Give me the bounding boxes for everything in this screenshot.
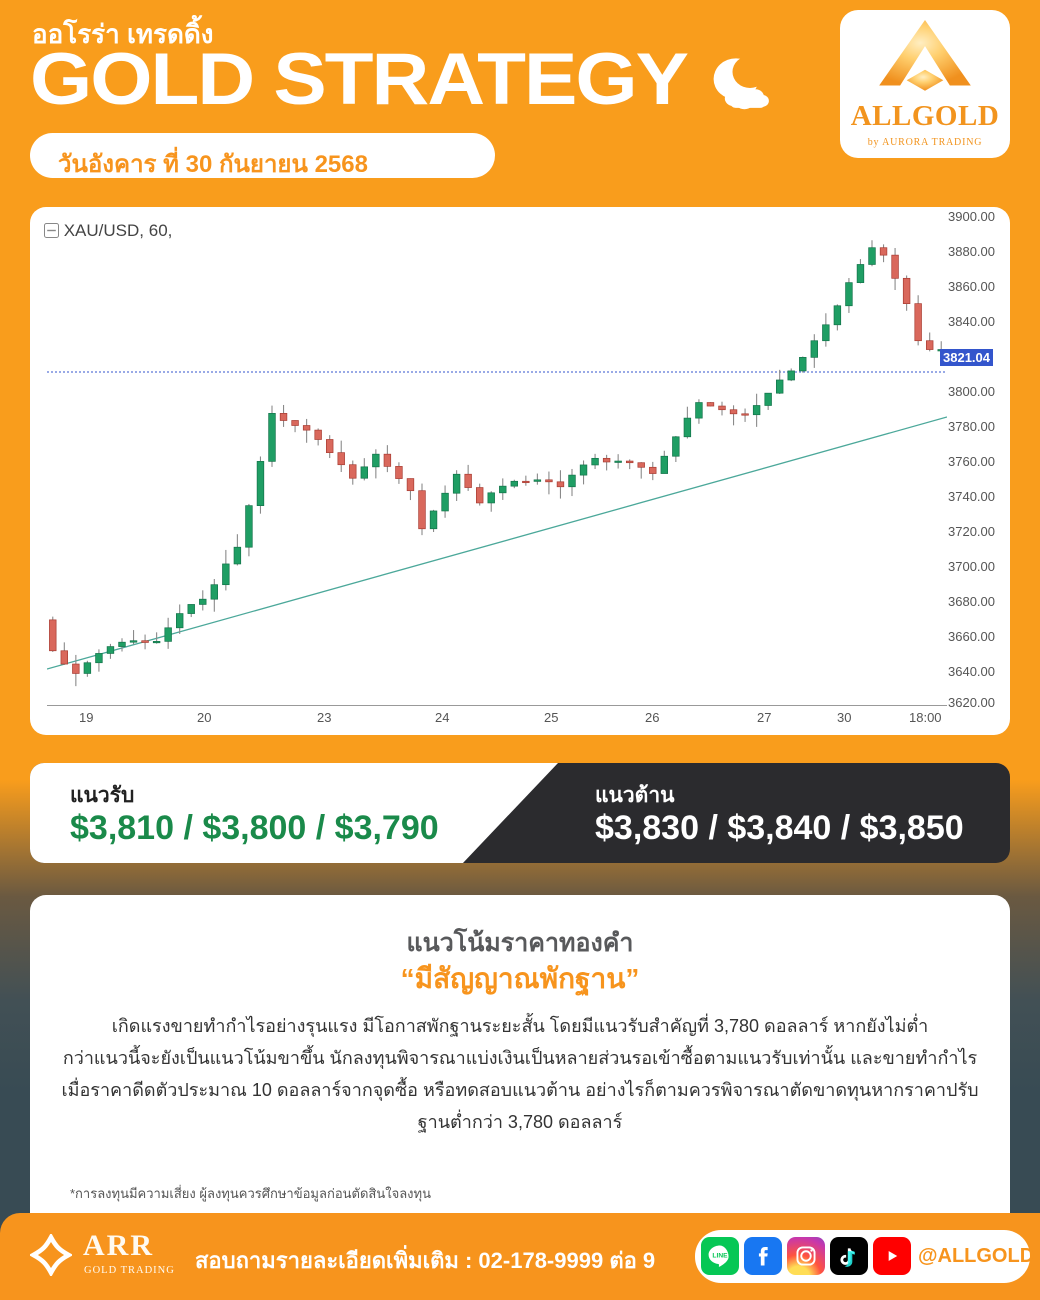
svg-text:LINE: LINE (712, 1252, 728, 1259)
